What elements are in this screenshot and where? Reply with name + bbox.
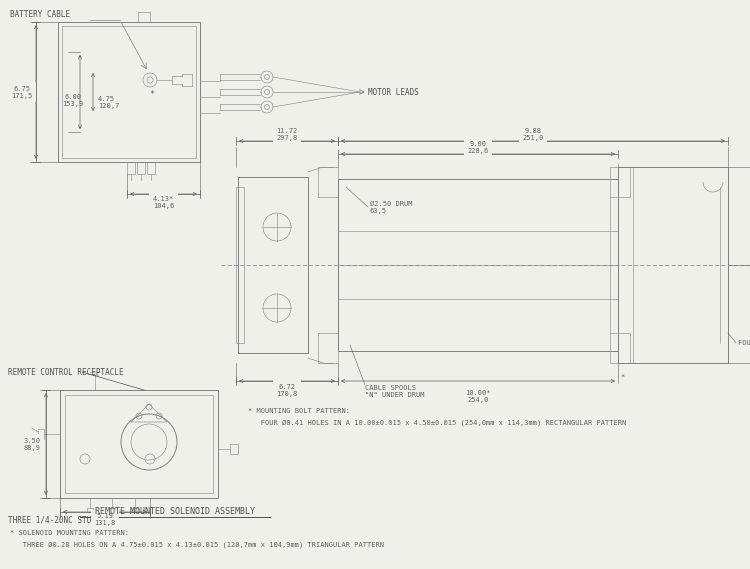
Text: 5.19
131,8: 5.19 131,8	[94, 513, 116, 526]
Bar	[610, 333, 630, 363]
Bar	[127, 162, 135, 174]
Text: REMOTE CONTROL RECEPTACLE: REMOTE CONTROL RECEPTACLE	[8, 368, 124, 377]
Text: CABLE SPOOLS
"N" UNDER DRUM: CABLE SPOOLS "N" UNDER DRUM	[365, 385, 424, 398]
Text: * MOUNTING BOLT PATTERN:: * MOUNTING BOLT PATTERN:	[248, 408, 350, 414]
Text: 6.75
171,5: 6.75 171,5	[11, 85, 33, 98]
Bar	[109, 508, 115, 512]
Bar	[132, 508, 138, 512]
Bar	[38, 429, 44, 439]
Text: THREE 1/4-20NC STUDS: THREE 1/4-20NC STUDS	[8, 516, 101, 525]
Text: 6.00
153,9: 6.00 153,9	[62, 93, 84, 106]
Text: BATTERY CABLE: BATTERY CABLE	[10, 10, 70, 19]
Bar	[65, 395, 213, 493]
Text: REMOTE MOUNTED SOLENOID ASSEMBLY: REMOTE MOUNTED SOLENOID ASSEMBLY	[95, 508, 255, 517]
Text: Ø2.50 DRUM
63,5: Ø2.50 DRUM 63,5	[370, 200, 413, 213]
Text: THREE Ø0.28 HOLES ON A 4.75±0.015 x 4.13±0.015 (120,7mm x 104,9mm) TRIANGULAR PA: THREE Ø0.28 HOLES ON A 4.75±0.015 x 4.13…	[10, 541, 384, 547]
Bar	[618, 167, 728, 363]
Bar	[318, 167, 338, 197]
Text: *: *	[620, 374, 624, 380]
Text: MOTOR LEADS: MOTOR LEADS	[368, 88, 419, 97]
Text: 3.50
88,9: 3.50 88,9	[23, 438, 40, 451]
Bar	[230, 444, 238, 454]
Bar	[338, 179, 618, 351]
Bar	[62, 26, 196, 158]
Bar	[238, 177, 308, 353]
Text: 9.88
251,0: 9.88 251,0	[522, 127, 544, 141]
Text: FOUR Ø0.41 HOLES IN A 10.00±0.015 x 4.50±0.015 (254,0mm x 114,3mm) RECTANGULAR P: FOUR Ø0.41 HOLES IN A 10.00±0.015 x 4.50…	[248, 419, 626, 426]
Bar	[137, 162, 145, 174]
Bar	[60, 390, 218, 498]
Text: 9.00
228,6: 9.00 228,6	[467, 141, 489, 154]
Text: 6.72
170,8: 6.72 170,8	[276, 384, 298, 397]
Text: 4.13*
104,6: 4.13* 104,6	[153, 196, 174, 208]
Text: 4.75
120,7: 4.75 120,7	[98, 96, 119, 109]
Bar	[236, 187, 244, 343]
Text: 10.00*
254,0: 10.00* 254,0	[465, 390, 490, 403]
Text: * SOLENOID MOUNTING PATTERN:: * SOLENOID MOUNTING PATTERN:	[10, 530, 129, 536]
Bar	[87, 508, 93, 512]
Text: 11.72
297,8: 11.72 297,8	[276, 127, 298, 141]
Bar	[318, 333, 338, 363]
Bar	[147, 162, 155, 174]
Text: *: *	[149, 89, 154, 98]
Bar	[58, 22, 200, 162]
Text: FOUR HOLES FOR 3/8 MOUNTING BOLTS: FOUR HOLES FOR 3/8 MOUNTING BOLTS	[738, 340, 750, 346]
Bar	[610, 167, 630, 197]
